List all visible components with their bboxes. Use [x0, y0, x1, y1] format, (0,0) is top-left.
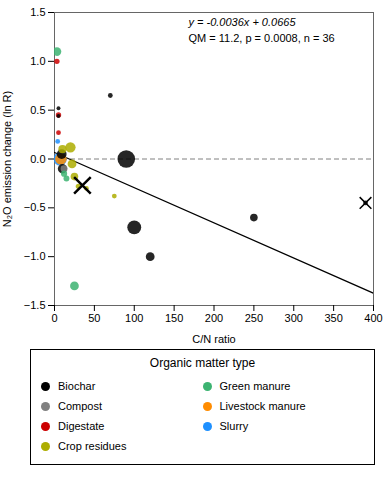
svg-text:1.5: 1.5 — [30, 6, 45, 18]
html-text:Green manure: Green manure — [219, 380, 291, 392]
svg-text:−0.5: −0.5 — [24, 201, 46, 213]
svg-text:1.0: 1.0 — [30, 55, 45, 67]
html-text:Livestock manure: Livestock manure — [219, 400, 306, 412]
svg-text:N₂O emission change (ln R): N₂O emission change (ln R) — [1, 91, 13, 227]
svg-text:0: 0 — [51, 312, 57, 324]
html-text:Digestate: Digestate — [58, 420, 105, 432]
svg-text:50: 50 — [88, 312, 100, 324]
svg-text:C/N ratio: C/N ratio — [192, 333, 235, 345]
svg-text:400: 400 — [364, 312, 382, 324]
svg-text:−1.5: −1.5 — [24, 299, 46, 311]
svg-text:150: 150 — [165, 312, 183, 324]
svg-text:0.0: 0.0 — [30, 153, 45, 165]
svg-text:250: 250 — [245, 312, 263, 324]
html-text:Crop residues: Crop residues — [58, 440, 127, 452]
svg-text:0.5: 0.5 — [30, 104, 45, 116]
svg-text:350: 350 — [324, 312, 342, 324]
html-text:Biochar: Biochar — [58, 380, 96, 392]
svg-text:300: 300 — [285, 312, 303, 324]
html-text:Organic matter type: Organic matter type — [149, 356, 256, 370]
svg-text:−1.0: −1.0 — [24, 250, 46, 262]
html-text:Compost: Compost — [58, 400, 102, 412]
svg-text:QM = 11.2, p = 0.0008, n = 36: QM = 11.2, p = 0.0008, n = 36 — [188, 32, 334, 44]
svg-text:200: 200 — [205, 312, 223, 324]
svg-text:y = -0.0036x + 0.0665: y = -0.0036x + 0.0665 — [187, 16, 296, 28]
svg-text:100: 100 — [125, 312, 143, 324]
html-text:Slurry: Slurry — [219, 420, 249, 432]
